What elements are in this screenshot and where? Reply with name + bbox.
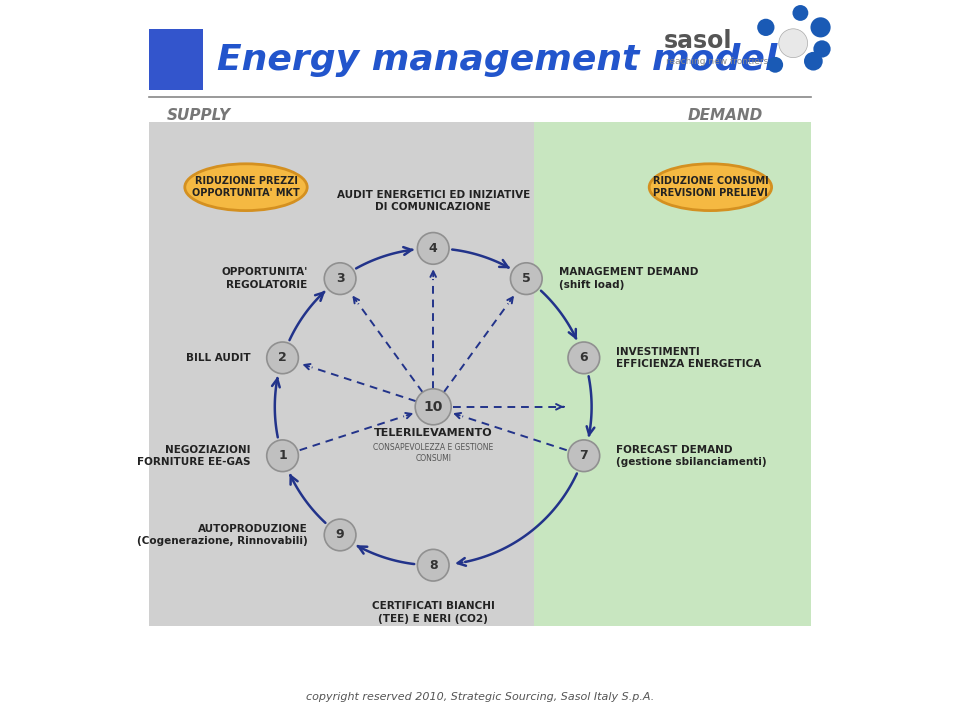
Circle shape: [813, 40, 830, 58]
Text: 1: 1: [278, 449, 287, 462]
Text: Energy management model: Energy management model: [217, 42, 778, 77]
Text: RIDUZIONE PREZZI
OPPORTUNITA' MKT: RIDUZIONE PREZZI OPPORTUNITA' MKT: [192, 176, 300, 199]
Circle shape: [324, 519, 356, 551]
Text: AUDIT ENERGETICI ED INIZIATIVE
DI COMUNICAZIONE: AUDIT ENERGETICI ED INIZIATIVE DI COMUNI…: [337, 190, 530, 212]
Text: INVESTIMENTI
EFFICIENZA ENERGETICA: INVESTIMENTI EFFICIENZA ENERGETICA: [616, 346, 761, 369]
Circle shape: [267, 342, 299, 374]
Circle shape: [568, 342, 600, 374]
Text: NEGOZIAZIONI
FORNITURE EE-GAS: NEGOZIAZIONI FORNITURE EE-GAS: [136, 444, 251, 467]
Text: 2: 2: [278, 351, 287, 364]
Text: 5: 5: [522, 272, 531, 285]
Circle shape: [810, 17, 830, 37]
Text: MANAGEMENT DEMAND
(shift load): MANAGEMENT DEMAND (shift load): [559, 267, 698, 290]
Ellipse shape: [649, 164, 772, 210]
Text: BILL AUDIT: BILL AUDIT: [185, 353, 251, 363]
Circle shape: [324, 263, 356, 294]
Circle shape: [757, 19, 775, 36]
Text: OPPORTUNITA'
REGOLATORIE: OPPORTUNITA' REGOLATORIE: [222, 267, 308, 290]
Text: AUTOPRODUZIONE
(Cogenerazione, Rinnovabili): AUTOPRODUZIONE (Cogenerazione, Rinnovabi…: [137, 523, 308, 546]
Text: FORECAST DEMAND
(gestione sbilanciamenti): FORECAST DEMAND (gestione sbilanciamenti…: [616, 444, 767, 467]
Text: reaching new frontiers: reaching new frontiers: [666, 57, 768, 66]
Text: SUPPLY: SUPPLY: [167, 108, 230, 122]
Text: 4: 4: [429, 242, 438, 255]
Text: CONSAPEVOLEZZA E GESTIONE
CONSUMI: CONSAPEVOLEZZA E GESTIONE CONSUMI: [373, 443, 493, 463]
Text: 3: 3: [336, 272, 345, 285]
Text: CERTIFICATI BIANCHI
(TEE) E NERI (CO2): CERTIFICATI BIANCHI (TEE) E NERI (CO2): [372, 601, 494, 624]
Circle shape: [793, 5, 808, 21]
Circle shape: [418, 549, 449, 581]
Circle shape: [415, 389, 451, 425]
Text: 6: 6: [580, 351, 588, 364]
Circle shape: [767, 57, 783, 73]
Circle shape: [418, 233, 449, 264]
Circle shape: [568, 440, 600, 472]
Text: TELERILEVAMENTO: TELERILEVAMENTO: [373, 428, 492, 438]
FancyBboxPatch shape: [149, 122, 534, 626]
Text: copyright reserved 2010, Strategic Sourcing, Sasol Italy S.p.A.: copyright reserved 2010, Strategic Sourc…: [306, 692, 654, 702]
Bar: [149, 29, 203, 90]
Circle shape: [779, 29, 807, 58]
Text: 9: 9: [336, 528, 345, 541]
FancyBboxPatch shape: [534, 122, 811, 626]
Text: sasol: sasol: [663, 29, 732, 53]
Text: DEMAND: DEMAND: [687, 108, 762, 122]
Circle shape: [267, 440, 299, 472]
Text: RIDUZIONE CONSUMI
PREVISIONI PRELIEVI: RIDUZIONE CONSUMI PREVISIONI PRELIEVI: [653, 176, 768, 199]
Text: 7: 7: [580, 449, 588, 462]
Ellipse shape: [184, 164, 307, 210]
Text: 10: 10: [423, 400, 443, 414]
Text: 8: 8: [429, 559, 438, 572]
Circle shape: [804, 52, 823, 71]
Circle shape: [511, 263, 542, 294]
